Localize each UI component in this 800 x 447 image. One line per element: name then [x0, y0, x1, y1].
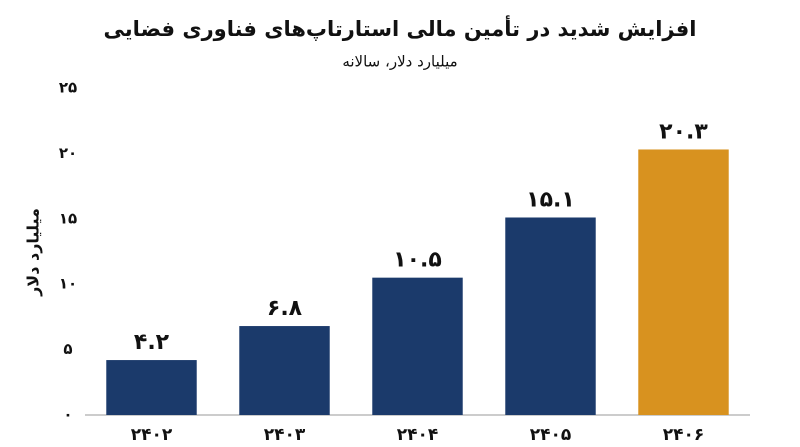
- y-tick-label: ۱۰: [59, 275, 77, 293]
- x-tick-label: ۲۴۰۴: [397, 425, 439, 445]
- value-label: ۶.۸: [267, 296, 303, 321]
- value-label: ۱۰.۵: [393, 248, 442, 273]
- value-label: ۲۰.۳: [659, 119, 708, 144]
- y-tick-label: ۱۵: [59, 209, 77, 227]
- value-label: ۱۵.۱: [526, 187, 575, 212]
- bar: [106, 360, 197, 415]
- bar: [239, 326, 330, 415]
- y-tick-label: ۲۵: [59, 79, 77, 97]
- bar: [372, 277, 463, 415]
- chart-subtitle: میلیارد دلار، سالانه: [342, 53, 457, 71]
- bar: [638, 149, 729, 415]
- chart-title: افزایش شدید در تأمین مالی استارتاپ‌های ف…: [104, 14, 697, 41]
- x-tick-label: ۲۴۰۵: [530, 425, 572, 445]
- y-tick-label: ۵: [63, 340, 72, 358]
- x-tick-label: ۲۴۰۲: [131, 425, 173, 445]
- bar: [505, 217, 596, 415]
- x-tick-label: ۲۴۰۶: [663, 425, 705, 445]
- x-tick-label: ۲۴۰۳: [264, 425, 306, 445]
- y-tick-label: ۲۰: [59, 144, 77, 162]
- value-label: ۴.۲: [134, 330, 170, 355]
- y-tick-label: ۰: [63, 406, 72, 424]
- y-axis-label: میلیارد دلار: [24, 208, 43, 297]
